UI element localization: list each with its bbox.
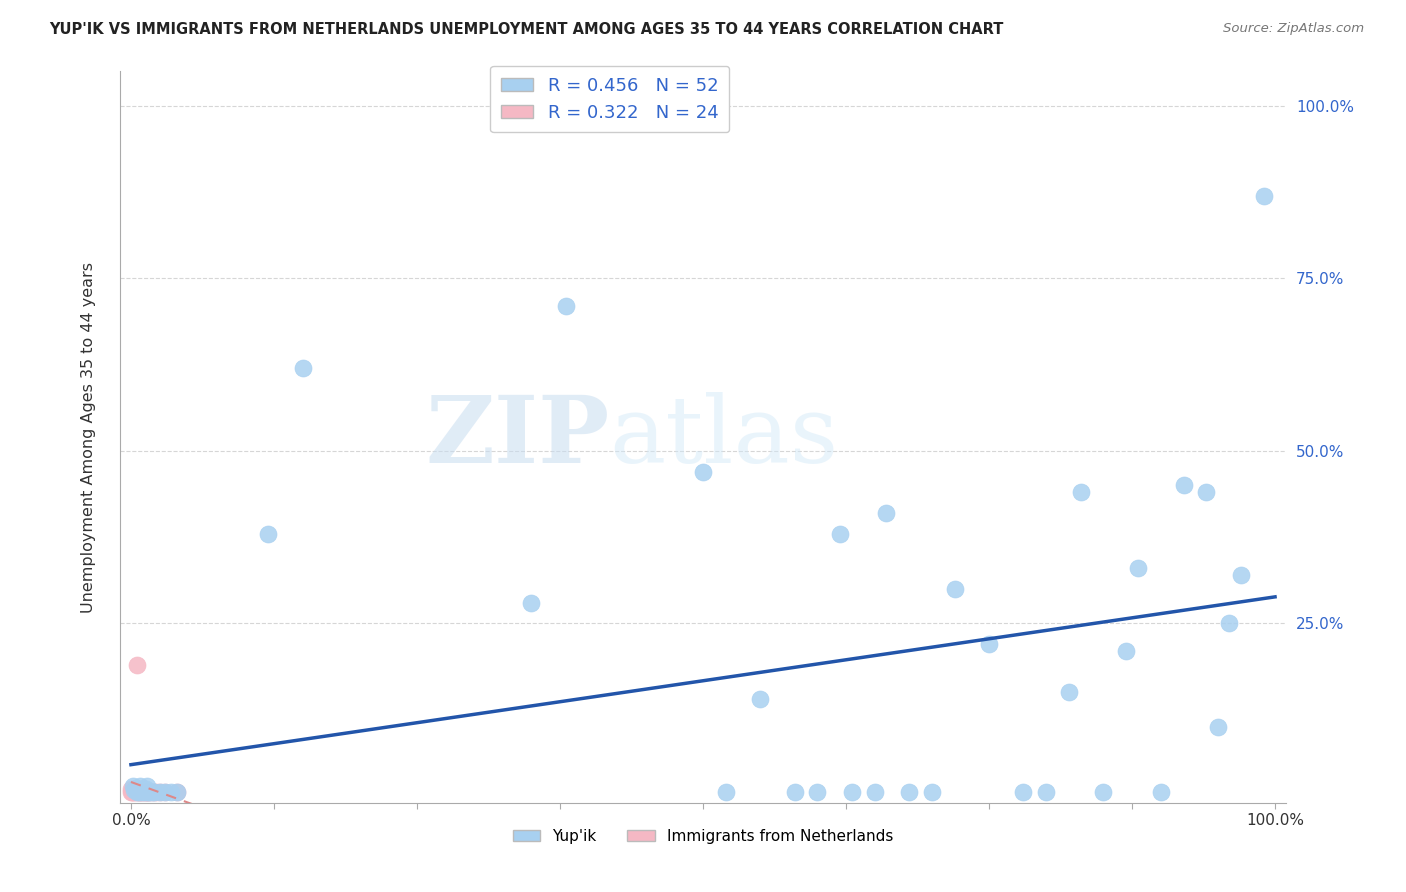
Point [131,785,153,799]
Point [897,785,920,799]
Point [129,785,152,799]
Point [129,785,152,799]
Point [145,785,167,799]
Point [520,596,543,610]
Legend: Yup'ik, Immigrants from Netherlands: Yup'ik, Immigrants from Netherlands [506,822,900,850]
Text: atlas: atlas [610,392,839,482]
Point [875,506,897,520]
Point [124,780,146,795]
Point [1218,616,1240,631]
Point [134,785,156,799]
Point [141,785,163,799]
Point [127,785,149,799]
Point [120,785,142,799]
Point [141,785,163,799]
Point [136,785,159,799]
Point [127,782,149,797]
Point [806,785,828,799]
Point [1092,785,1115,799]
Point [166,785,188,799]
Point [155,785,177,799]
Point [135,782,157,797]
Point [138,785,160,799]
Point [1035,785,1057,799]
Y-axis label: Unemployment Among Ages 35 to 44 years: Unemployment Among Ages 35 to 44 years [82,261,96,613]
Point [714,785,737,799]
Point [125,785,148,799]
Point [943,582,966,596]
Point [1229,568,1251,582]
Text: YUP'IK VS IMMIGRANTS FROM NETHERLANDS UNEMPLOYMENT AMONG AGES 35 TO 44 YEARS COR: YUP'IK VS IMMIGRANTS FROM NETHERLANDS UN… [49,22,1004,37]
Point [142,785,165,799]
Point [863,785,886,799]
Point [136,779,159,793]
Point [1195,485,1218,500]
Point [257,526,280,541]
Point [1206,720,1229,734]
Text: Source: ZipAtlas.com: Source: ZipAtlas.com [1223,22,1364,36]
Point [142,785,165,799]
Point [749,692,772,706]
Point [128,785,150,799]
Point [129,779,152,793]
Point [830,526,852,541]
Point [120,782,142,797]
Point [291,361,314,376]
Point [138,785,160,799]
Point [692,465,714,479]
Point [1012,785,1035,799]
Point [124,783,146,797]
Point [131,785,153,799]
Point [1149,785,1171,799]
Point [1057,685,1080,699]
Point [155,785,177,799]
Point [129,784,152,798]
Point [1070,485,1092,500]
Point [124,785,146,799]
Point [160,785,183,799]
Point [136,785,159,799]
Text: ZIP: ZIP [426,392,610,482]
Point [132,785,155,799]
Point [841,785,863,799]
Point [125,657,148,672]
Point [1173,478,1195,492]
Point [1253,188,1275,202]
Point [135,785,157,799]
Point [166,785,188,799]
Point [122,779,145,793]
Point [148,785,170,799]
Point [1115,644,1137,658]
Point [977,637,1000,651]
Point [1126,561,1149,575]
Point [132,783,155,797]
Point [128,785,150,799]
Point [554,299,576,313]
Point [122,785,145,799]
Point [921,785,943,799]
Point [136,785,159,799]
Point [124,785,146,799]
Point [148,785,170,799]
Point [134,785,156,799]
Point [121,785,143,799]
Point [783,785,806,799]
